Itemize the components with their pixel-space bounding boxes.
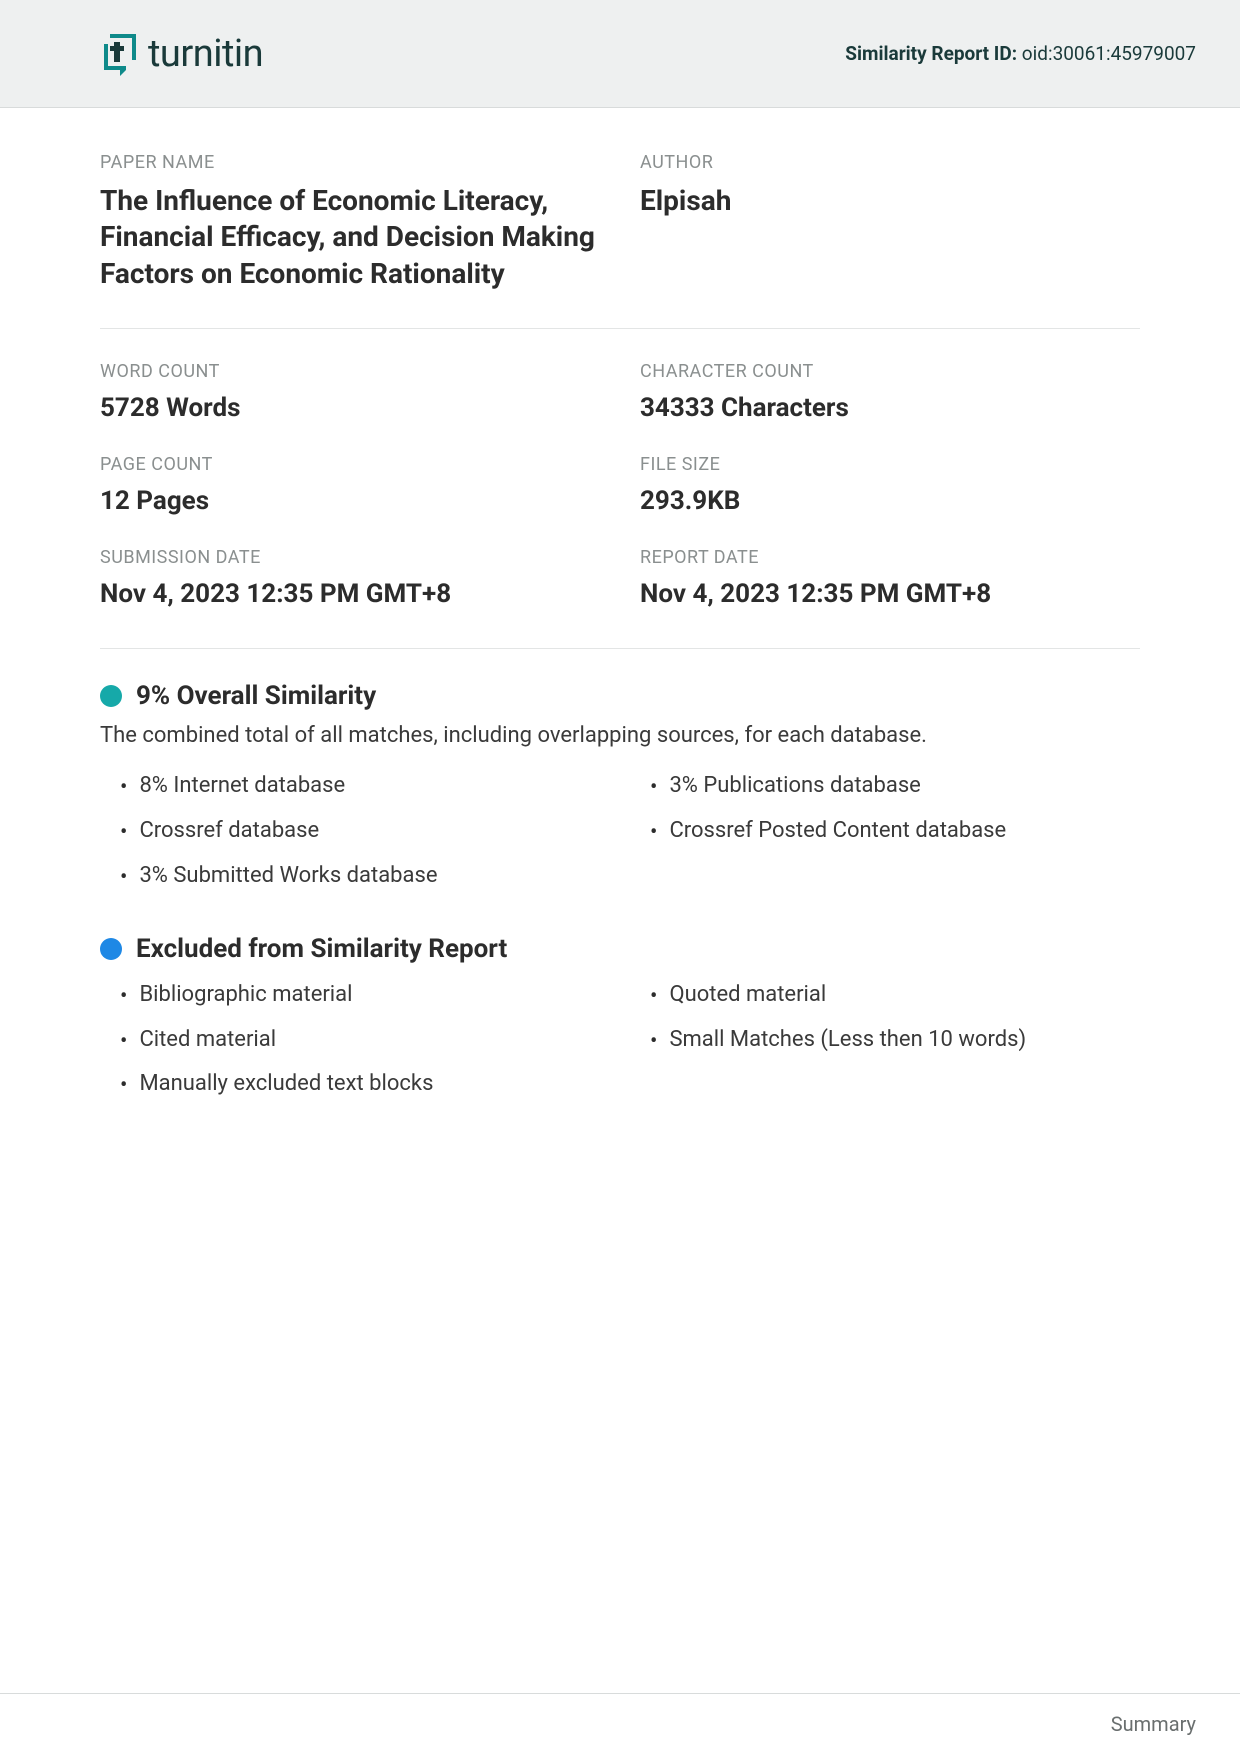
paper-name-value: The Influence of Economic Literacy, Fina… <box>100 183 600 292</box>
footer: Summary <box>0 1693 1240 1754</box>
word-count-block: WORD COUNT 5728 Words <box>100 361 600 454</box>
submission-date-label: SUBMISSION DATE <box>100 547 600 568</box>
footer-text: Summary <box>1111 1712 1196 1736</box>
bullet-text: 8% Internet database <box>139 773 345 798</box>
bullet-text: 3% Publications database <box>669 773 920 798</box>
bullet-item: Small Matches (Less then 10 words) <box>650 1027 1140 1058</box>
bullet-item: 3% Submitted Works database <box>120 863 610 894</box>
bullet-text: Small Matches (Less then 10 words) <box>669 1027 1026 1052</box>
logo-text: turnitin <box>148 32 263 76</box>
turnitin-logo-icon <box>100 32 140 76</box>
report-date-label: REPORT DATE <box>640 547 1140 568</box>
paper-name-block: PAPER NAME The Influence of Economic Lit… <box>100 152 600 320</box>
char-count-block: CHARACTER COUNT 34333 Characters <box>640 361 1140 454</box>
similarity-title: 9% Overall Similarity <box>136 681 376 711</box>
header-bar: turnitin Similarity Report ID: oid:30061… <box>0 0 1240 108</box>
page-count-value: 12 Pages <box>100 485 600 519</box>
bullet-item: 3% Publications database <box>650 773 1140 804</box>
word-count-label: WORD COUNT <box>100 361 600 382</box>
author-label: AUTHOR <box>640 152 1140 173</box>
bullet-item: Manually excluded text blocks <box>120 1071 610 1102</box>
char-count-value: 34333 Characters <box>640 392 1140 426</box>
divider <box>100 328 1140 329</box>
bullet-text: Bibliographic material <box>139 982 352 1007</box>
bullet-text: Crossref Posted Content database <box>669 818 1006 843</box>
content: PAPER NAME The Influence of Economic Lit… <box>0 108 1240 1102</box>
author-block: AUTHOR Elpisah <box>640 152 1140 320</box>
dot-icon <box>100 685 122 707</box>
similarity-subtitle: The combined total of all matches, inclu… <box>100 721 1140 752</box>
bullet-text: Quoted material <box>669 982 826 1007</box>
bullet-item: 8% Internet database <box>120 773 610 804</box>
similarity-bullets: 8% Internet database 3% Publications dat… <box>100 773 1140 893</box>
bullet-item: Crossref database <box>120 818 610 849</box>
bullet-text: Crossref database <box>139 818 319 843</box>
file-size-value: 293.9KB <box>640 485 1140 519</box>
meta-top-row: PAPER NAME The Influence of Economic Lit… <box>100 152 1140 320</box>
page-count-label: PAGE COUNT <box>100 454 600 475</box>
file-size-label: FILE SIZE <box>640 454 1140 475</box>
bullet-text: Cited material <box>139 1027 276 1052</box>
char-count-label: CHARACTER COUNT <box>640 361 1140 382</box>
submission-date-value: Nov 4, 2023 12:35 PM GMT+8 <box>100 578 600 612</box>
excluded-section-head: Excluded from Similarity Report <box>100 934 1140 964</box>
bullet-text: Manually excluded text blocks <box>139 1071 433 1096</box>
dot-icon <box>100 938 122 960</box>
meta-stats-grid: WORD COUNT 5728 Words CHARACTER COUNT 34… <box>100 361 1140 639</box>
report-id-value: oid:30061:45979007 <box>1022 42 1196 65</box>
report-date-block: REPORT DATE Nov 4, 2023 12:35 PM GMT+8 <box>640 547 1140 640</box>
bullet-item: Crossref Posted Content database <box>650 818 1140 849</box>
divider <box>100 648 1140 649</box>
report-id: Similarity Report ID: oid:30061:45979007 <box>845 42 1196 65</box>
similarity-section-head: 9% Overall Similarity <box>100 681 1140 711</box>
excluded-title: Excluded from Similarity Report <box>136 934 507 964</box>
bullet-item: Quoted material <box>650 982 1140 1013</box>
bullet-text: 3% Submitted Works database <box>139 863 437 888</box>
report-date-value: Nov 4, 2023 12:35 PM GMT+8 <box>640 578 1140 612</box>
word-count-value: 5728 Words <box>100 392 600 426</box>
author-value: Elpisah <box>640 183 1140 219</box>
file-size-block: FILE SIZE 293.9KB <box>640 454 1140 547</box>
excluded-bullets: Bibliographic material Quoted material C… <box>100 982 1140 1102</box>
bullet-item: Bibliographic material <box>120 982 610 1013</box>
page-count-block: PAGE COUNT 12 Pages <box>100 454 600 547</box>
report-id-label: Similarity Report ID: <box>845 42 1017 65</box>
bullet-item: Cited material <box>120 1027 610 1058</box>
paper-name-label: PAPER NAME <box>100 152 600 173</box>
logo: turnitin <box>100 32 263 76</box>
submission-date-block: SUBMISSION DATE Nov 4, 2023 12:35 PM GMT… <box>100 547 600 640</box>
